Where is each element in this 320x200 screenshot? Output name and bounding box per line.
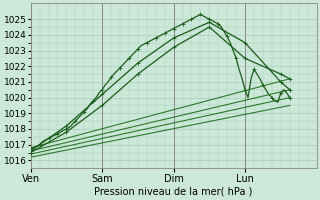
X-axis label: Pression niveau de la mer( hPa ): Pression niveau de la mer( hPa )	[94, 187, 253, 197]
